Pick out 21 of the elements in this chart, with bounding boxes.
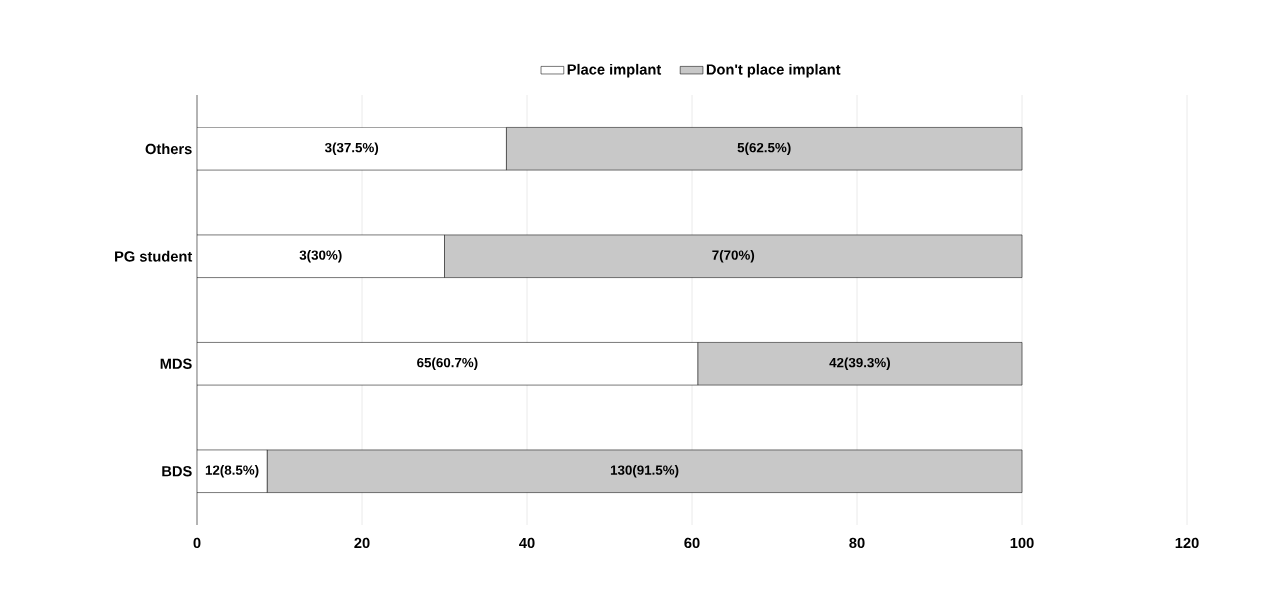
x-tick-label: 100 — [1010, 537, 1034, 549]
data-label: 65(60.7%) — [417, 357, 478, 370]
y-tick-label: Others — [145, 143, 192, 155]
data-label: 12(8.5%) — [205, 465, 259, 478]
y-tick-label: MDS — [160, 358, 192, 369]
x-tick-label: 60 — [684, 537, 700, 549]
data-label: 3(37.5%) — [324, 142, 379, 155]
legend-label: Don't place implant — [706, 63, 841, 78]
data-label: 130(91.5%) — [610, 465, 679, 478]
data-label: 3(30%) — [299, 250, 342, 263]
x-tick-label: 120 — [1175, 537, 1199, 549]
x-tick-label: 0 — [193, 537, 201, 549]
y-tick-label: BDS — [162, 466, 192, 477]
data-label: 7(70%) — [712, 250, 755, 263]
x-tick-label: 40 — [519, 537, 535, 549]
data-label: 42(39.3%) — [829, 357, 890, 370]
y-tick-label: PG student — [115, 250, 193, 262]
legend-label: Place implant — [567, 63, 662, 78]
x-tick-label: 20 — [354, 537, 370, 549]
x-tick-label: 80 — [849, 537, 865, 549]
data-label: 5(62.5%) — [737, 142, 791, 155]
